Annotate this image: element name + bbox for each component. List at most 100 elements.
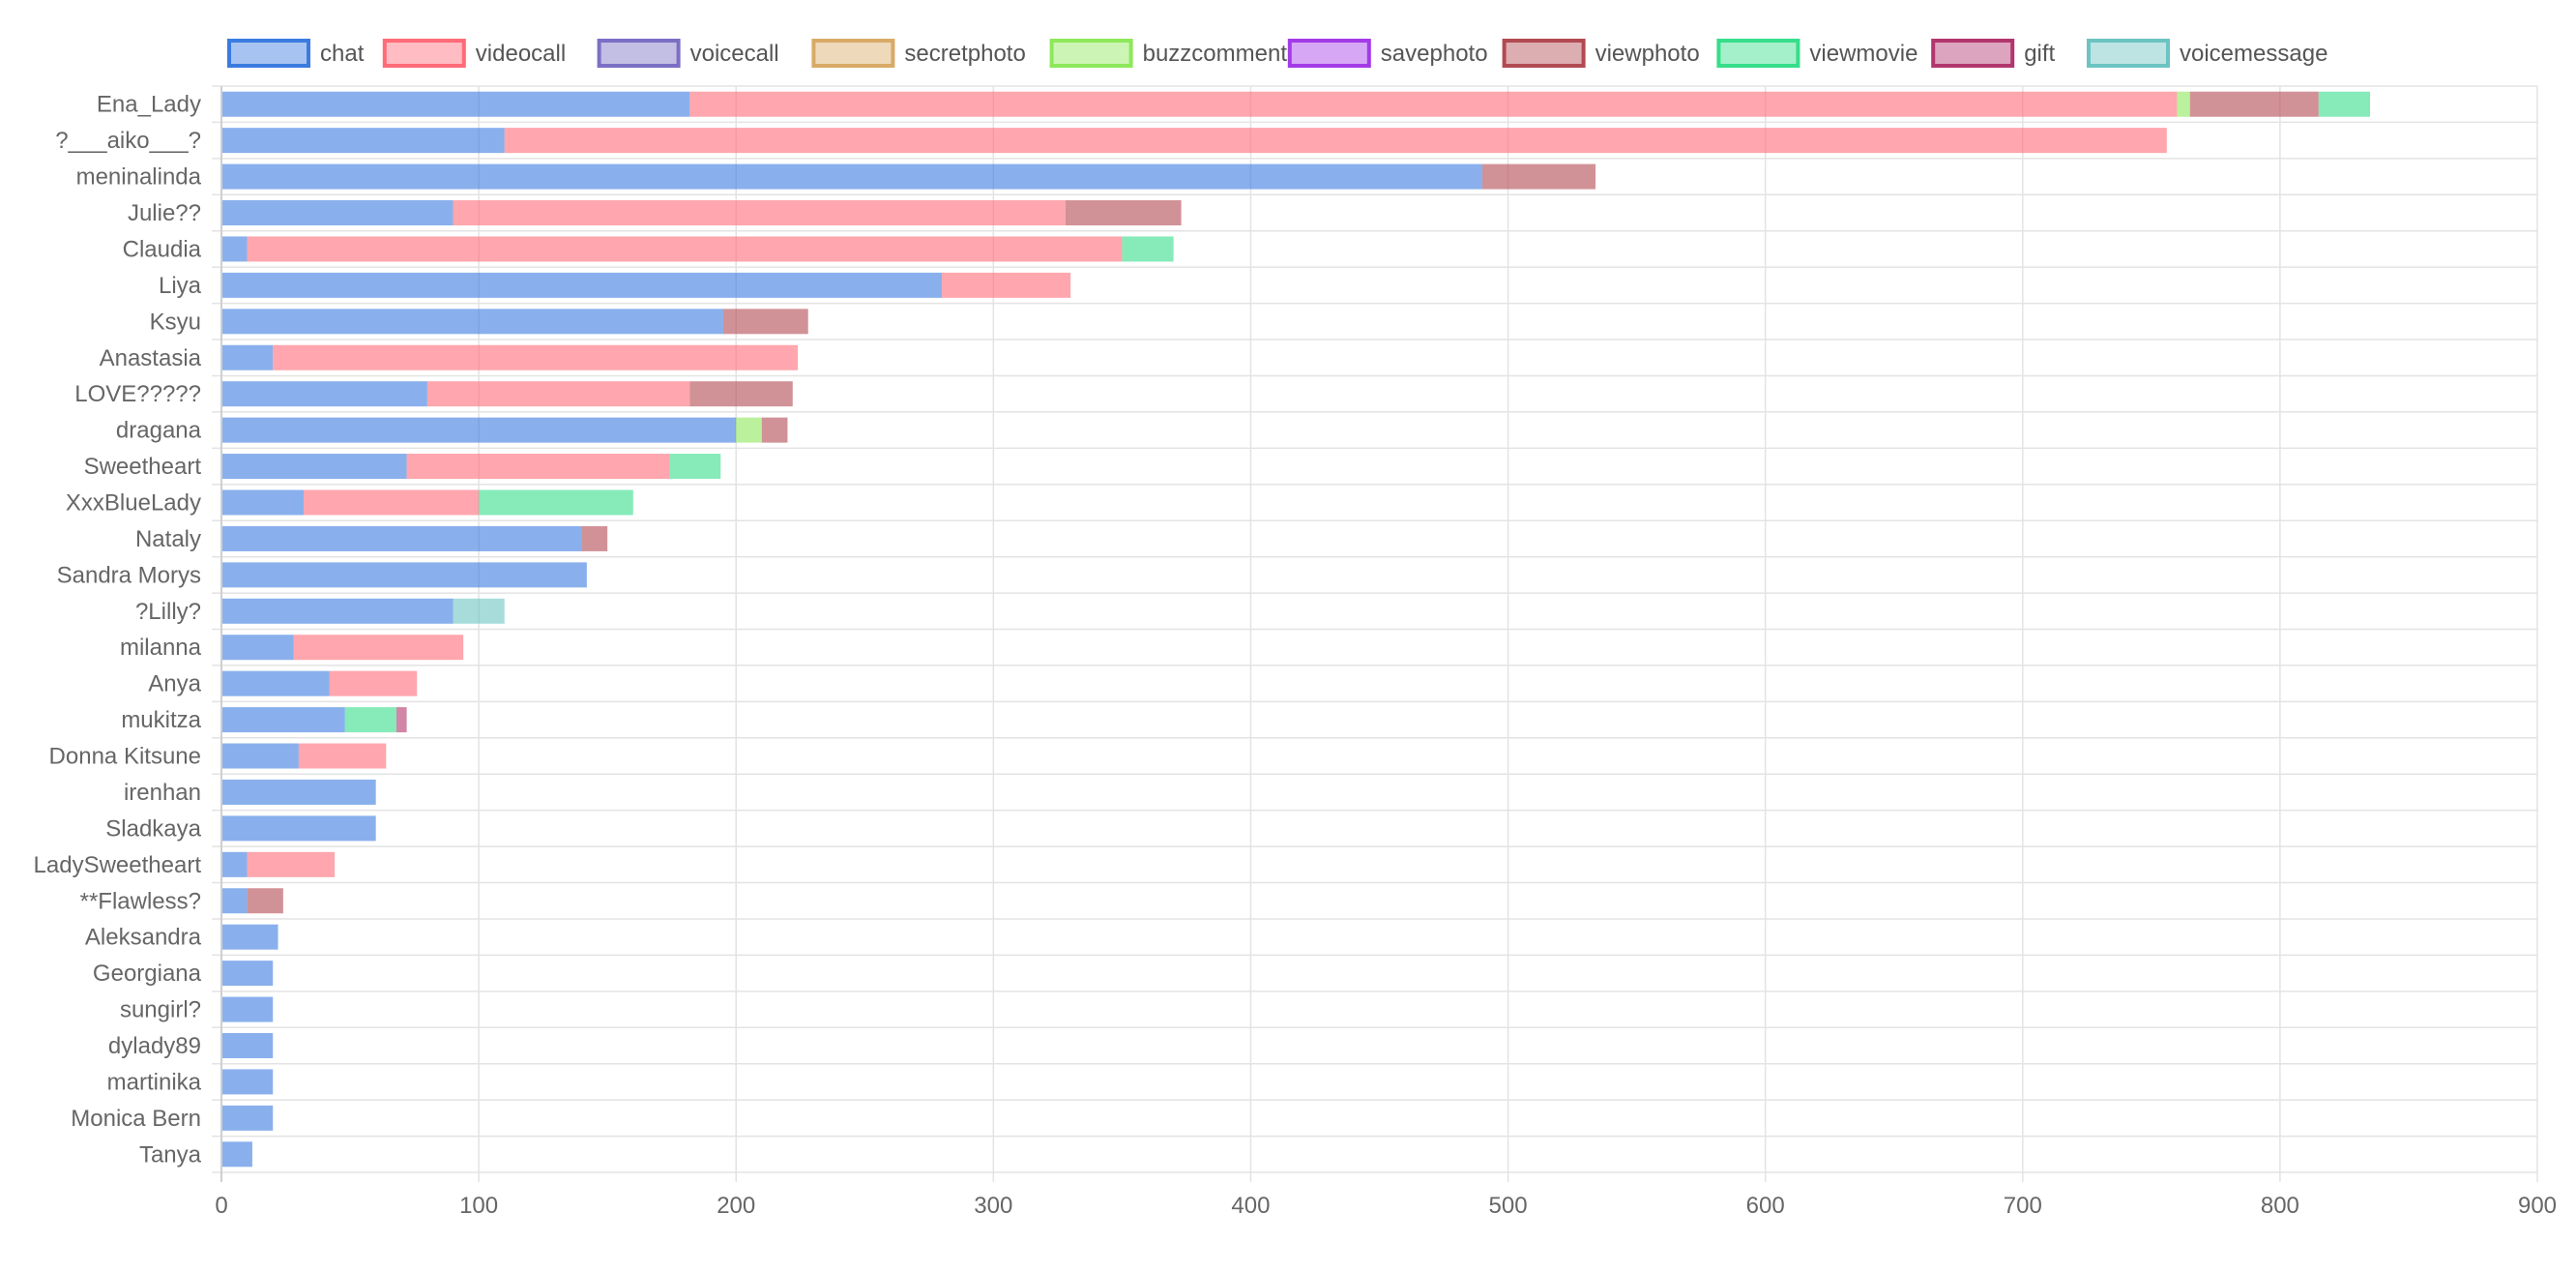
bar-segment-buzzcomment[interactable] — [2177, 91, 2190, 117]
y-tick-label: ?___aiko___? — [55, 128, 201, 154]
y-tick-label: Tanya — [139, 1141, 202, 1168]
bar-segment-videocall[interactable] — [504, 128, 2167, 154]
legend-item-secretphoto[interactable]: secretphoto — [811, 39, 1026, 68]
bar-segment-chat[interactable] — [221, 200, 454, 226]
bar-segment-chat[interactable] — [221, 344, 274, 370]
bar-segment-chat[interactable] — [221, 163, 1482, 190]
bar-segment-chat[interactable] — [221, 1141, 252, 1168]
legend-item-videocall[interactable]: videocall — [382, 39, 566, 68]
y-tick-label: Ksyu — [150, 309, 201, 335]
y-tick-label: irenhan — [124, 780, 201, 806]
bar-segment-viewmovie[interactable] — [1122, 236, 1174, 262]
bar-segment-chat[interactable] — [221, 635, 294, 661]
bar-segment-videocall[interactable] — [426, 381, 690, 407]
bar-segment-videocall[interactable] — [293, 635, 464, 661]
bar-segment-viewmovie[interactable] — [344, 707, 396, 733]
bar-segment-chat[interactable] — [221, 309, 723, 335]
legend-item-savephoto[interactable]: savephoto — [1287, 39, 1488, 68]
bar-segment-videocall[interactable] — [689, 91, 2178, 117]
bar-segment-chat[interactable] — [221, 815, 376, 842]
bar-segment-chat[interactable] — [221, 562, 587, 588]
bar-segment-chat[interactable] — [221, 381, 427, 407]
bar-segment-chat[interactable] — [221, 743, 299, 769]
bar-segment-chat[interactable] — [221, 91, 690, 117]
bar-segment-viewphoto[interactable] — [722, 309, 808, 335]
legend-swatch — [1502, 39, 1586, 68]
bar-segment-viewmovie[interactable] — [669, 454, 721, 480]
bar-segment-chat[interactable] — [221, 996, 274, 1022]
legend-item-chat[interactable]: chat — [227, 39, 365, 68]
legend-label: savephoto — [1381, 41, 1488, 67]
bar-segment-viewphoto[interactable] — [247, 888, 283, 914]
y-tick-label: Aleksandra — [85, 925, 202, 951]
bar-segment-viewphoto[interactable] — [689, 381, 793, 407]
bar-segment-chat[interactable] — [221, 454, 407, 480]
bar-segment-videocall[interactable] — [273, 344, 799, 370]
bar-segment-chat[interactable] — [221, 598, 454, 624]
legend-item-viewmovie[interactable]: viewmovie — [1716, 39, 1917, 68]
bar-segment-chat[interactable] — [221, 888, 248, 914]
bar-segment-videocall[interactable] — [329, 670, 418, 696]
y-tick-label: Georgiana — [93, 961, 202, 987]
legend-item-gift[interactable]: gift — [1931, 39, 2056, 68]
legend-label: videocall — [476, 41, 566, 67]
bar-segment-chat[interactable] — [221, 272, 943, 298]
bar-segment-videocall[interactable] — [247, 851, 336, 877]
bar-segment-viewphoto[interactable] — [1065, 200, 1182, 226]
bar-segment-viewphoto[interactable] — [1481, 163, 1596, 190]
bar-segment-chat[interactable] — [221, 236, 248, 262]
legend-label: voicemessage — [2180, 41, 2327, 67]
y-tick-label: Nataly — [135, 526, 201, 552]
y-tick-label: Julie?? — [128, 200, 201, 226]
bar-segment-chat[interactable] — [221, 1069, 274, 1095]
bar-segment-chat[interactable] — [221, 707, 345, 733]
bar-segment-viewphoto[interactable] — [581, 525, 608, 551]
bar-segment-chat[interactable] — [221, 417, 737, 443]
bar-segment-viewmovie[interactable] — [479, 489, 633, 516]
legend-item-viewphoto[interactable]: viewphoto — [1502, 39, 1700, 68]
y-tick-label: Sladkaya — [105, 815, 201, 842]
bar-segment-buzzcomment[interactable] — [736, 417, 762, 443]
bar-segment-voicemessage[interactable] — [453, 598, 505, 624]
y-tick-label: Ena_Lady — [97, 92, 201, 118]
legend[interactable]: chat videocall voicecall secretphoto buzzcom… — [227, 39, 2327, 68]
bar-segment-chat[interactable] — [221, 924, 278, 950]
bar-segment-videocall[interactable] — [453, 200, 1066, 226]
legend-item-voicecall[interactable]: voicecall — [597, 39, 779, 68]
bar-segment-chat[interactable] — [221, 1105, 274, 1131]
bar-segment-videocall[interactable] — [247, 236, 1123, 262]
legend-label: secretphoto — [904, 41, 1025, 67]
x-tick-label: 300 — [974, 1193, 1012, 1219]
y-tick-label: XxxBlueLady — [66, 489, 201, 516]
bar-segment-chat[interactable] — [221, 1032, 274, 1058]
legend-item-voicemessage[interactable]: voicemessage — [2087, 39, 2327, 68]
x-tick-label: 400 — [1231, 1193, 1270, 1219]
bar-segment-videocall[interactable] — [298, 743, 387, 769]
x-tick-label: 700 — [2004, 1193, 2042, 1219]
legend-label: voicecall — [690, 41, 779, 67]
y-tick-label: LOVE????? — [74, 381, 201, 407]
bar-segment-gift[interactable] — [395, 707, 407, 733]
bar-segment-viewphoto[interactable] — [2189, 91, 2319, 117]
bar-segment-viewmovie[interactable] — [2318, 91, 2371, 117]
bar-segment-videocall[interactable] — [406, 454, 670, 480]
bar-segment-chat[interactable] — [221, 525, 582, 551]
bar-segment-viewphoto[interactable] — [761, 417, 788, 443]
bar-segment-videocall[interactable] — [304, 489, 480, 516]
legend-item-buzzcomment[interactable]: buzzcomment — [1049, 39, 1288, 68]
bar-segment-chat[interactable] — [221, 670, 330, 696]
y-tick-label: dylady89 — [108, 1033, 201, 1059]
y-tick-label: Monica Bern — [71, 1106, 201, 1132]
bar-segment-chat[interactable] — [221, 851, 248, 877]
x-tick-label: 600 — [1746, 1193, 1785, 1219]
bar-segment-chat[interactable] — [221, 961, 274, 987]
bar-segment-chat[interactable] — [221, 779, 376, 805]
y-tick-label: Donna Kitsune — [49, 744, 201, 770]
legend-swatch — [597, 39, 681, 68]
bar-segment-chat[interactable] — [221, 128, 505, 154]
bar-segment-videocall[interactable] — [942, 272, 1071, 298]
grid-lines — [212, 85, 2538, 1182]
bar-segment-chat[interactable] — [221, 489, 305, 516]
